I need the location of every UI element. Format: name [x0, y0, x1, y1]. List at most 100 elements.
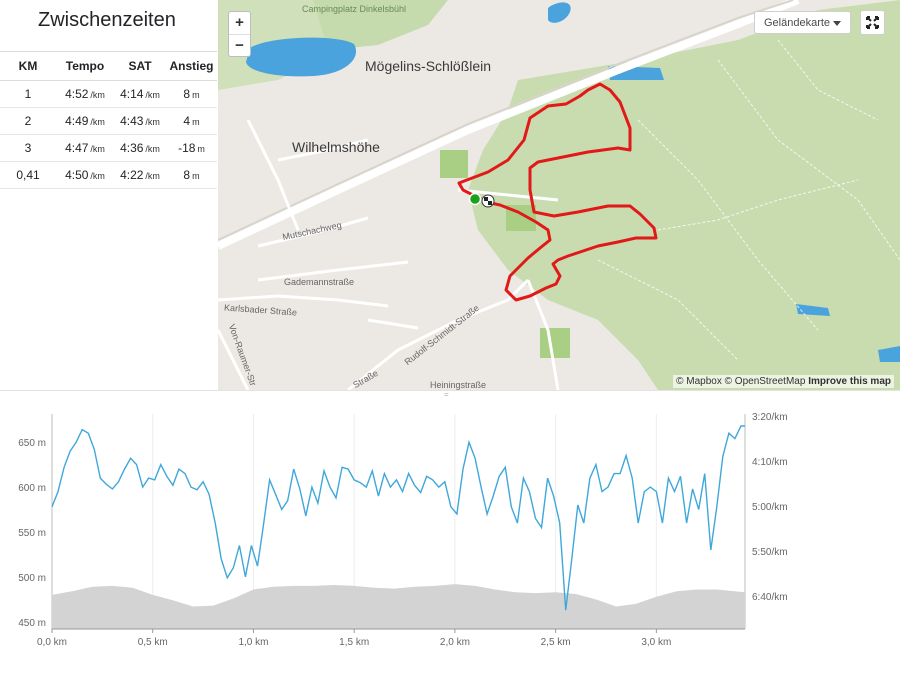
zoom-out-button[interactable]: − — [235, 37, 244, 54]
map-attribution: © Mapbox © OpenStreetMap Improve this ma… — [673, 375, 894, 388]
x-tick-label: 1,0 km — [238, 637, 268, 648]
map-layer-label: Geländekarte — [764, 17, 831, 29]
y-tick-label-left: 500 m — [18, 573, 46, 584]
zoom-in-button[interactable]: + — [229, 12, 250, 35]
lake — [878, 346, 900, 362]
map-label-moegelins: Mögelins-Schlößlein — [365, 58, 492, 74]
zoom-control: + − — [228, 11, 251, 57]
col-sat[interactable]: SAT — [114, 51, 166, 81]
split-sat-unit: /km — [145, 171, 160, 181]
forest-area — [468, 0, 900, 390]
panel-resize-handle[interactable]: = — [0, 390, 900, 399]
split-sat-value: 4:22 — [120, 168, 144, 182]
splits-table: KM Tempo SAT Anstieg 1 4:52/km 4:14/km 8 m 2 4… — [0, 51, 217, 189]
fullscreen-icon — [866, 16, 879, 29]
main-road — [218, 0, 800, 250]
split-sat: 4:14/km — [114, 80, 166, 108]
start-marker — [468, 192, 482, 206]
split-sat-unit: /km — [145, 90, 160, 100]
split-tempo-unit: /km — [90, 144, 105, 154]
forest-paths — [597, 39, 900, 361]
route-line — [457, 82, 658, 302]
col-tempo[interactable]: Tempo — [56, 51, 114, 81]
split-row: 0,41 4:50/km 4:22/km 8 m — [0, 161, 217, 189]
map-layer-select[interactable]: Geländekarte — [754, 11, 851, 34]
split-ascent-value: 8 — [183, 87, 191, 101]
x-tick-label: 2,5 km — [541, 637, 571, 648]
x-tick-label: 0,5 km — [138, 637, 168, 648]
y-tick-label-left: 600 m — [18, 483, 46, 494]
split-tempo: 4:52/km — [56, 80, 114, 108]
y-tick-label-left: 550 m — [18, 528, 46, 539]
split-sat: 4:22/km — [114, 161, 166, 189]
elevation-chart-svg: 650 m 600 m 550 m 500 m 450 m 3:20/km 4:10/km… — [18, 412, 788, 648]
elevation-chart: 650 m 600 m 550 m 500 m 450 m 3:20/km 4:10/km… — [0, 398, 900, 670]
lake — [246, 37, 357, 77]
split-tempo: 4:50/km — [56, 161, 114, 189]
split-sat-unit: /km — [145, 144, 160, 154]
split-tempo-unit: /km — [90, 90, 105, 100]
split-ascent-unit: m — [192, 117, 200, 127]
splits-header-row: KM Tempo SAT Anstieg — [0, 51, 217, 81]
split-sat: 4:36/km — [114, 134, 166, 162]
y-tick-label-right: 5:50/km — [752, 547, 788, 558]
attribution-mapbox-link[interactable]: © Mapbox — [676, 376, 722, 387]
attribution-osm-link[interactable]: © OpenStreetMap — [724, 376, 806, 387]
y-tick-label-left: 650 m — [18, 438, 46, 449]
lake — [548, 2, 571, 23]
split-row: 1 4:52/km 4:14/km 8 m — [0, 80, 217, 108]
y-tick-label-right: 5:00/km — [752, 502, 788, 513]
elevation-area — [52, 584, 745, 629]
y-tick-label-left: 450 m — [18, 618, 46, 629]
splits-panel: Zwischenzeiten KM Tempo SAT Anstieg 1 4:5… — [0, 0, 217, 390]
split-ascent-unit: m — [192, 171, 200, 181]
split-tempo-value: 4:52 — [65, 87, 89, 101]
split-km: 3 — [0, 134, 56, 162]
x-tick-label: 1,5 km — [339, 637, 369, 648]
split-sat-value: 4:43 — [120, 114, 144, 128]
map-canvas — [218, 0, 900, 390]
split-ascent-value: -18 — [178, 141, 196, 155]
forest-area — [313, 0, 448, 50]
field — [440, 150, 468, 178]
split-km: 0,41 — [0, 161, 56, 189]
x-tick-label: 3,0 km — [641, 637, 671, 648]
splits-title: Zwischenzeiten — [38, 9, 176, 31]
split-row: 2 4:49/km 4:43/km 4 m — [0, 107, 217, 135]
split-ascent-value: 8 — [183, 168, 191, 182]
rail-line — [218, 0, 794, 241]
y-tick-label-right: 6:40/km — [752, 592, 788, 603]
streets — [218, 119, 560, 390]
map-label-heining: Heiningstraße — [430, 380, 487, 390]
split-tempo-value: 4:47 — [65, 141, 89, 155]
split-row: 3 4:47/km 4:36/km -18 m — [0, 134, 217, 162]
x-tick-label: 0,0 km — [37, 637, 67, 648]
map-label-gademannstrasse: Gademannstraße — [284, 277, 355, 287]
x-tick-label: 2,0 km — [440, 637, 470, 648]
col-km[interactable]: KM — [0, 51, 56, 81]
map-label-camping: Campingplatz Dinkelsbühl — [302, 4, 407, 14]
col-ascent[interactable]: Anstieg — [166, 51, 217, 81]
split-tempo-value: 4:49 — [65, 114, 89, 128]
y-tick-label-right: 3:20/km — [752, 412, 788, 423]
route-map[interactable]: Campingplatz Dinkelsbühl Mögelins-Schlöß… — [218, 0, 900, 390]
split-tempo-value: 4:50 — [65, 168, 89, 182]
split-sat-unit: /km — [145, 117, 160, 127]
fullscreen-button[interactable] — [860, 10, 885, 35]
finish-marker — [481, 194, 495, 208]
y-tick-label-right: 4:10/km — [752, 457, 788, 468]
split-tempo-unit: /km — [90, 171, 105, 181]
pace-line — [51, 425, 745, 611]
split-km: 2 — [0, 107, 56, 135]
split-tempo-unit: /km — [90, 117, 105, 127]
split-tempo: 4:47/km — [56, 134, 114, 162]
split-tempo: 4:49/km — [56, 107, 114, 135]
improve-map-link[interactable]: Improve this map — [808, 376, 891, 387]
split-ascent-unit: m — [192, 90, 200, 100]
lake — [796, 304, 830, 316]
split-sat-value: 4:36 — [120, 141, 144, 155]
split-ascent-value: 4 — [183, 114, 191, 128]
split-ascent: -18 m — [166, 134, 217, 162]
